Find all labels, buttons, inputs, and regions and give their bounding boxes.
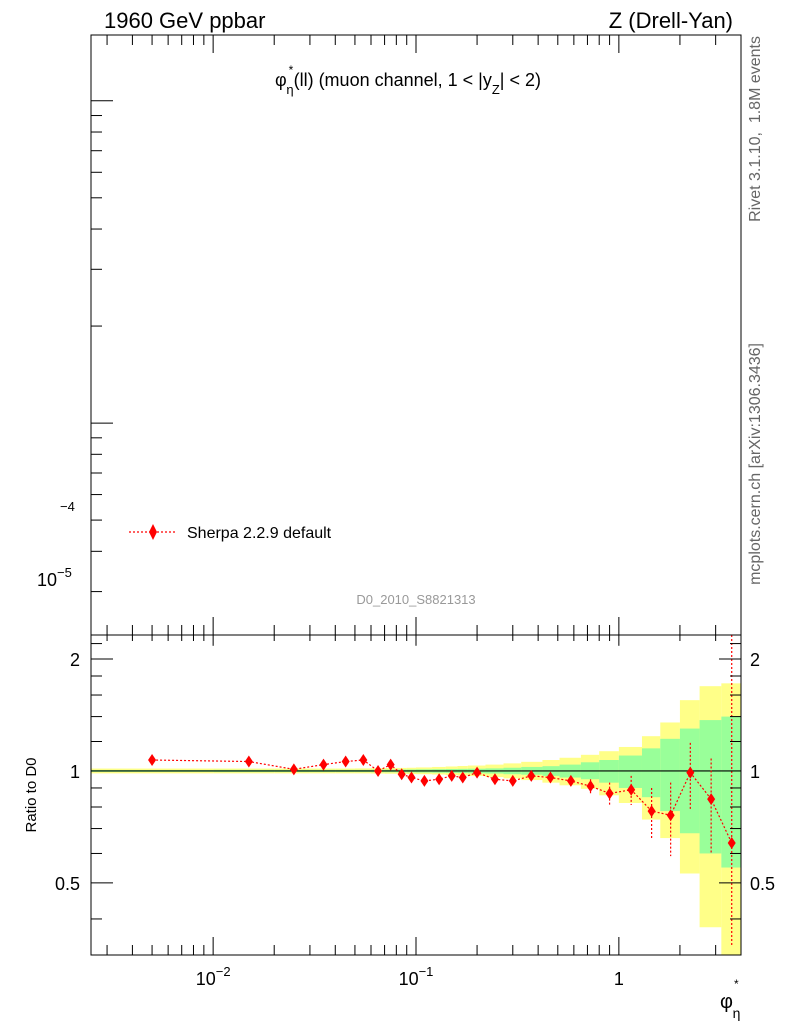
title-eta: η	[286, 82, 293, 97]
header-right: Z (Drell-Yan)	[609, 8, 733, 33]
title-z: Z	[492, 82, 500, 97]
mc-point	[435, 773, 444, 786]
x-tick-label-1e-1: 10−1	[399, 964, 434, 989]
mc-point	[447, 769, 456, 782]
mc-line	[152, 759, 733, 844]
analysis-label: D0_2010_S8821313	[356, 592, 475, 607]
mc-point	[420, 774, 429, 787]
y-tick-label-1e-4: −4	[60, 499, 75, 514]
mc-point	[605, 787, 614, 800]
mc-point	[407, 771, 416, 784]
mc-point	[289, 763, 298, 776]
mc-point	[707, 793, 716, 806]
legend-label: Sherpa 2.2.9 default	[187, 525, 332, 542]
mc-point	[647, 805, 656, 818]
band-inner	[641, 748, 661, 798]
mc-point	[341, 755, 350, 768]
mc-point	[686, 766, 695, 779]
title-star: *	[289, 63, 294, 77]
ratio-y-label-right-1: 1	[750, 762, 760, 782]
ratio-x-ticks	[106, 635, 742, 955]
title-phi: φ	[275, 70, 287, 90]
band-inner	[660, 738, 680, 812]
y-tick-label-1e-5: 10−5	[37, 565, 72, 590]
mc-point	[374, 764, 383, 777]
mc-point	[244, 755, 253, 768]
mc-point	[319, 758, 328, 771]
ratio-y-label-0.5: 0.5	[55, 874, 80, 894]
ratio-y-label-right-2: 2	[750, 650, 760, 670]
mc-point	[727, 837, 736, 850]
mc-point	[666, 809, 675, 822]
title-rest: (ll) (muon channel, 1 < |y	[294, 70, 492, 90]
mc-point	[490, 773, 499, 786]
x-axis-title: φ* η	[720, 977, 740, 1021]
mc-point	[458, 771, 467, 784]
mc-point	[546, 771, 555, 784]
source-label: mcplots.cern.ch [arXiv:1306.3436]	[747, 343, 764, 585]
uncertainty-bands	[91, 683, 741, 955]
main-x-ticks	[106, 35, 742, 635]
ratio-y-label-1: 1	[70, 762, 80, 782]
ratio-y-axis-title: Ratio to D0	[23, 757, 40, 832]
band-inner	[699, 720, 722, 854]
main-title: φ * η(ll) (muon channel, 1 < |yZ| < 2)	[275, 63, 541, 97]
title-end: | < 2)	[500, 70, 541, 90]
mc-point	[386, 758, 395, 771]
x-tick-label-1: 1	[614, 969, 624, 989]
mc-point	[508, 774, 517, 787]
mc-point	[527, 769, 536, 782]
ratio-y-label-right-0.5: 0.5	[750, 874, 775, 894]
header-left: 1960 GeV ppbar	[104, 8, 265, 33]
band-inner	[618, 755, 642, 788]
mc-point	[586, 780, 595, 793]
mc-point	[148, 754, 157, 767]
main-panel: φ * η(ll) (muon channel, 1 < |yZ| < 2) 10−…	[37, 34, 742, 636]
ratio-panel: 0.5 1 2 0.5 1 2 Ratio to D0 10−2 10−1 1 …	[23, 634, 775, 1021]
mc-point	[566, 774, 575, 787]
legend: Sherpa 2.2.9 default	[129, 524, 332, 542]
mc-point	[473, 766, 482, 779]
legend-marker	[149, 524, 157, 540]
mc-point	[359, 754, 368, 767]
mc-point	[627, 783, 636, 796]
band-inner	[679, 728, 700, 834]
ratio-y-label-2: 2	[70, 650, 80, 670]
mc-series	[148, 635, 736, 946]
ratio-y-ticks	[91, 643, 741, 920]
mc-point	[397, 768, 406, 781]
main-frame	[90, 34, 742, 636]
x-tick-label-1e-2: 10−2	[196, 964, 231, 989]
main-y-ticks	[91, 100, 113, 593]
rivet-version-label: Rivet 3.1.10, 1.8M events	[747, 36, 764, 222]
